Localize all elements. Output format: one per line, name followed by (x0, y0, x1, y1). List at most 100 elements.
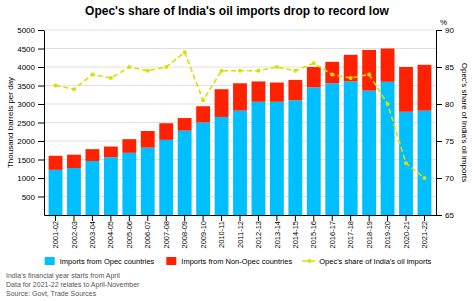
tick-label: 2001-02 (51, 221, 60, 249)
bar (381, 49, 395, 82)
tick-label: 85 (445, 63, 454, 72)
tick-label: 2012-13 (254, 221, 263, 249)
tick-label: 2016-17 (328, 221, 337, 249)
point (404, 161, 408, 165)
tick-label: 2010-11 (217, 221, 226, 248)
point (146, 69, 150, 73)
point (220, 69, 224, 73)
point (349, 76, 353, 80)
bar (159, 123, 173, 140)
tick: 2012-13 (254, 215, 263, 249)
point (201, 98, 205, 102)
tick-mark (110, 215, 111, 221)
tick-mark (73, 215, 74, 221)
tick-mark (38, 86, 44, 87)
point (256, 69, 260, 73)
tick-mark (313, 215, 314, 221)
tick-label: 2008-09 (180, 221, 189, 249)
bar (49, 170, 63, 215)
tick-label: 80 (445, 100, 454, 109)
point (275, 65, 279, 69)
bar (307, 87, 321, 215)
tick-label: 75 (445, 137, 454, 146)
tick-label: 2000 (17, 137, 35, 146)
tick-label: 2006-07 (143, 221, 152, 249)
bar (252, 81, 266, 101)
tick: 2006-07 (143, 215, 152, 249)
tick-label: 65 (445, 211, 454, 220)
bar (86, 149, 100, 161)
y-axis: 500100015002000250030003500400045005000 (17, 26, 44, 215)
bar (325, 62, 339, 83)
tick: 2020-21 (402, 215, 411, 249)
tick-label: 2005-06 (125, 221, 134, 249)
y2-axis-title: Opec's share of India's oil imports (460, 63, 469, 183)
y-axis-title: Thousand barrels per day (6, 77, 15, 168)
tick-label: 4500 (17, 45, 35, 54)
legend-label: Imports from Non-Opec countries (181, 257, 292, 266)
tick-label: 1000 (17, 174, 35, 183)
tick-mark (221, 215, 222, 221)
tick-label: 5000 (17, 26, 35, 35)
point (72, 87, 76, 91)
bar (399, 67, 413, 112)
tick: 2001-02 (51, 215, 60, 249)
tick-label: 2014-15 (291, 221, 300, 249)
tick: 500 (22, 193, 44, 202)
bar (104, 157, 118, 215)
tick-mark (38, 49, 44, 50)
tick: 75 (436, 137, 454, 146)
tick: 2005-06 (125, 215, 134, 249)
tick: 5000 (17, 26, 44, 35)
point (90, 72, 94, 76)
tick-label: 2021-22 (420, 221, 429, 249)
tick-mark (92, 215, 93, 221)
bar (49, 156, 63, 170)
tick-mark (38, 178, 44, 179)
point (330, 72, 334, 76)
bar (67, 155, 81, 168)
bar (141, 131, 155, 148)
tick-mark (203, 215, 204, 221)
tick: 2016-17 (328, 215, 337, 249)
tick: 2017-18 (346, 215, 355, 249)
tick: 2013-14 (273, 215, 282, 249)
tick-label: 2002-03 (70, 221, 79, 249)
tick-mark (240, 215, 241, 221)
tick: 2003-04 (88, 215, 97, 249)
tick-mark (332, 215, 333, 221)
bar (104, 147, 118, 158)
tick-label: 2020-21 (402, 221, 411, 249)
point (312, 61, 316, 65)
tick-mark (129, 215, 130, 221)
tick: 2000 (17, 137, 44, 146)
tick-label: 2009-10 (199, 221, 208, 249)
point (386, 102, 390, 106)
tick: 2014-15 (291, 215, 300, 249)
tick: 4500 (17, 45, 44, 54)
tick: 2019-20 (383, 215, 392, 249)
tick: 2002-03 (70, 215, 79, 249)
bar (252, 102, 266, 215)
tick: 2009-10 (199, 215, 208, 249)
legend-swatch (45, 257, 55, 265)
tick-mark (38, 197, 44, 198)
bar (122, 153, 136, 215)
tick-mark (436, 67, 442, 68)
footnote: Data for 2021-22 relates to April-Novemb… (6, 281, 140, 289)
tick: 80 (436, 100, 454, 109)
tick-mark (55, 215, 56, 221)
point (164, 65, 168, 69)
footnote: India's financial year starts from April (6, 272, 120, 280)
tick-label: 2011-12 (236, 221, 245, 248)
point (367, 72, 371, 76)
bar (122, 139, 136, 153)
tick-label: 4000 (17, 63, 35, 72)
bar (178, 131, 192, 215)
y2-axis: 657075808590 (436, 26, 454, 220)
tick-mark (436, 104, 442, 105)
legend-swatch (307, 259, 311, 263)
tick: 85 (436, 63, 454, 72)
tick: 2018-19 (365, 215, 374, 249)
bar (362, 50, 376, 91)
